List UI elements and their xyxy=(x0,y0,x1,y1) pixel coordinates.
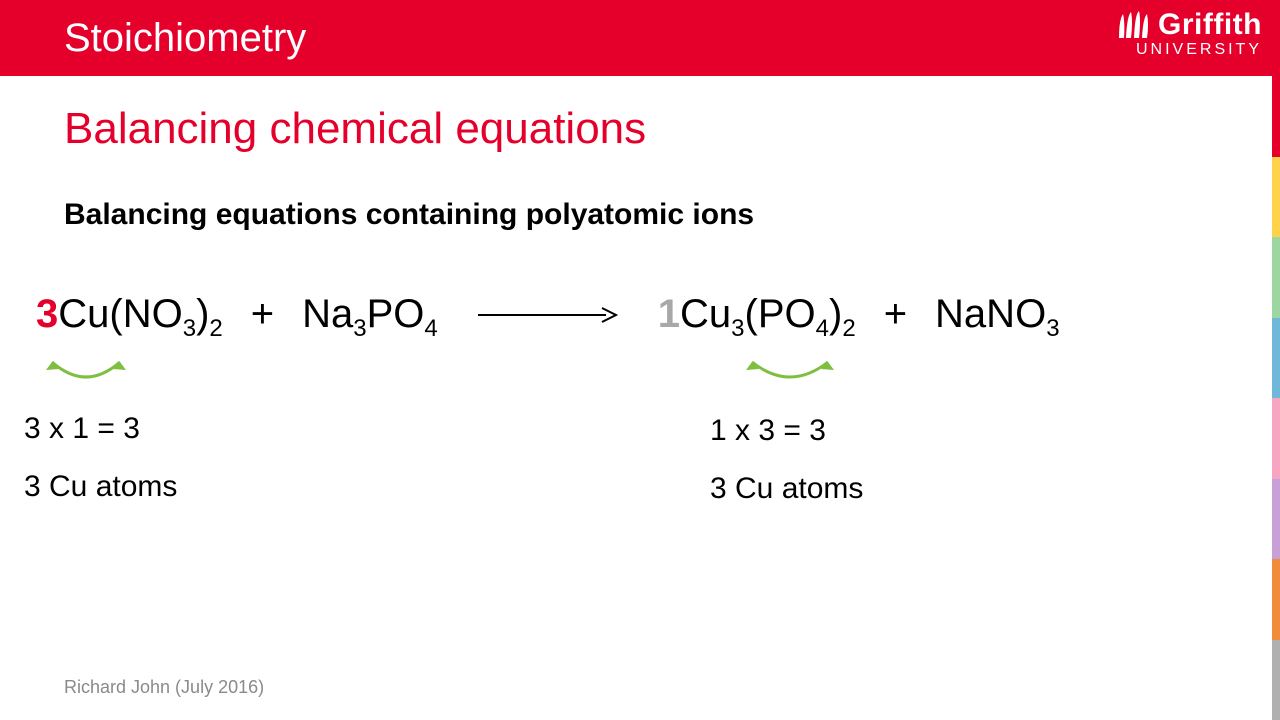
formula: Cu(NO3)2 xyxy=(58,292,223,337)
section-tab xyxy=(1272,157,1280,238)
header-bar: Stoichiometry Griffith UNIVERSITY xyxy=(0,0,1280,76)
reaction-arrow-icon xyxy=(478,305,618,325)
plus-operator: + xyxy=(251,292,274,337)
annotation-left-text: 3 Cu atoms xyxy=(24,470,177,504)
equation-term: NaNO3 xyxy=(935,292,1060,337)
section-title: Balancing chemical equations xyxy=(64,104,1216,154)
annotation-left-math: 3 x 1 = 3 xyxy=(24,412,177,446)
section-tab xyxy=(1272,76,1280,157)
link-curve-left-icon xyxy=(46,358,126,396)
section-tab xyxy=(1272,479,1280,560)
section-tab xyxy=(1272,318,1280,399)
subsection-title: Balancing equations containing polyatomi… xyxy=(64,198,1216,232)
header-title: Stoichiometry xyxy=(64,16,306,61)
university-logo: Griffith UNIVERSITY xyxy=(1116,10,1262,58)
logo-mark-icon xyxy=(1116,10,1152,40)
logo-name: Griffith xyxy=(1158,10,1262,40)
annotation-left: 3 x 1 = 3 3 Cu atoms xyxy=(24,412,177,504)
section-tab xyxy=(1272,398,1280,479)
formula: Cu3(PO4)2 xyxy=(680,292,856,337)
section-tab xyxy=(1272,559,1280,640)
footer-credit: Richard John (July 2016) xyxy=(64,677,264,698)
coefficient: 3 xyxy=(36,292,58,337)
annotation-right-math: 1 x 3 = 3 xyxy=(710,414,863,448)
annotation-right-text: 3 Cu atoms xyxy=(710,472,863,506)
section-tab xyxy=(1272,640,1280,720)
section-tab xyxy=(1272,237,1280,318)
chemical-equation: 3Cu(NO3)2 + Na3PO4 1Cu3(PO4)2 + NaNO3 xyxy=(36,292,1216,337)
coefficient: 1 xyxy=(658,292,680,337)
section-tabs-strip xyxy=(1272,76,1280,720)
logo-subtitle: UNIVERSITY xyxy=(1116,42,1262,58)
annotation-right: 1 x 3 = 3 3 Cu atoms xyxy=(710,414,863,506)
equation-term: 3Cu(NO3)2 xyxy=(36,292,223,337)
equation-term: Na3PO4 xyxy=(302,292,438,337)
link-curve-right-icon xyxy=(746,358,834,396)
plus-operator: + xyxy=(884,292,907,337)
slide-content: Balancing chemical equations Balancing e… xyxy=(0,76,1280,337)
equation-term: 1Cu3(PO4)2 xyxy=(658,292,856,337)
formula: NaNO3 xyxy=(935,292,1060,337)
formula: Na3PO4 xyxy=(302,292,438,337)
